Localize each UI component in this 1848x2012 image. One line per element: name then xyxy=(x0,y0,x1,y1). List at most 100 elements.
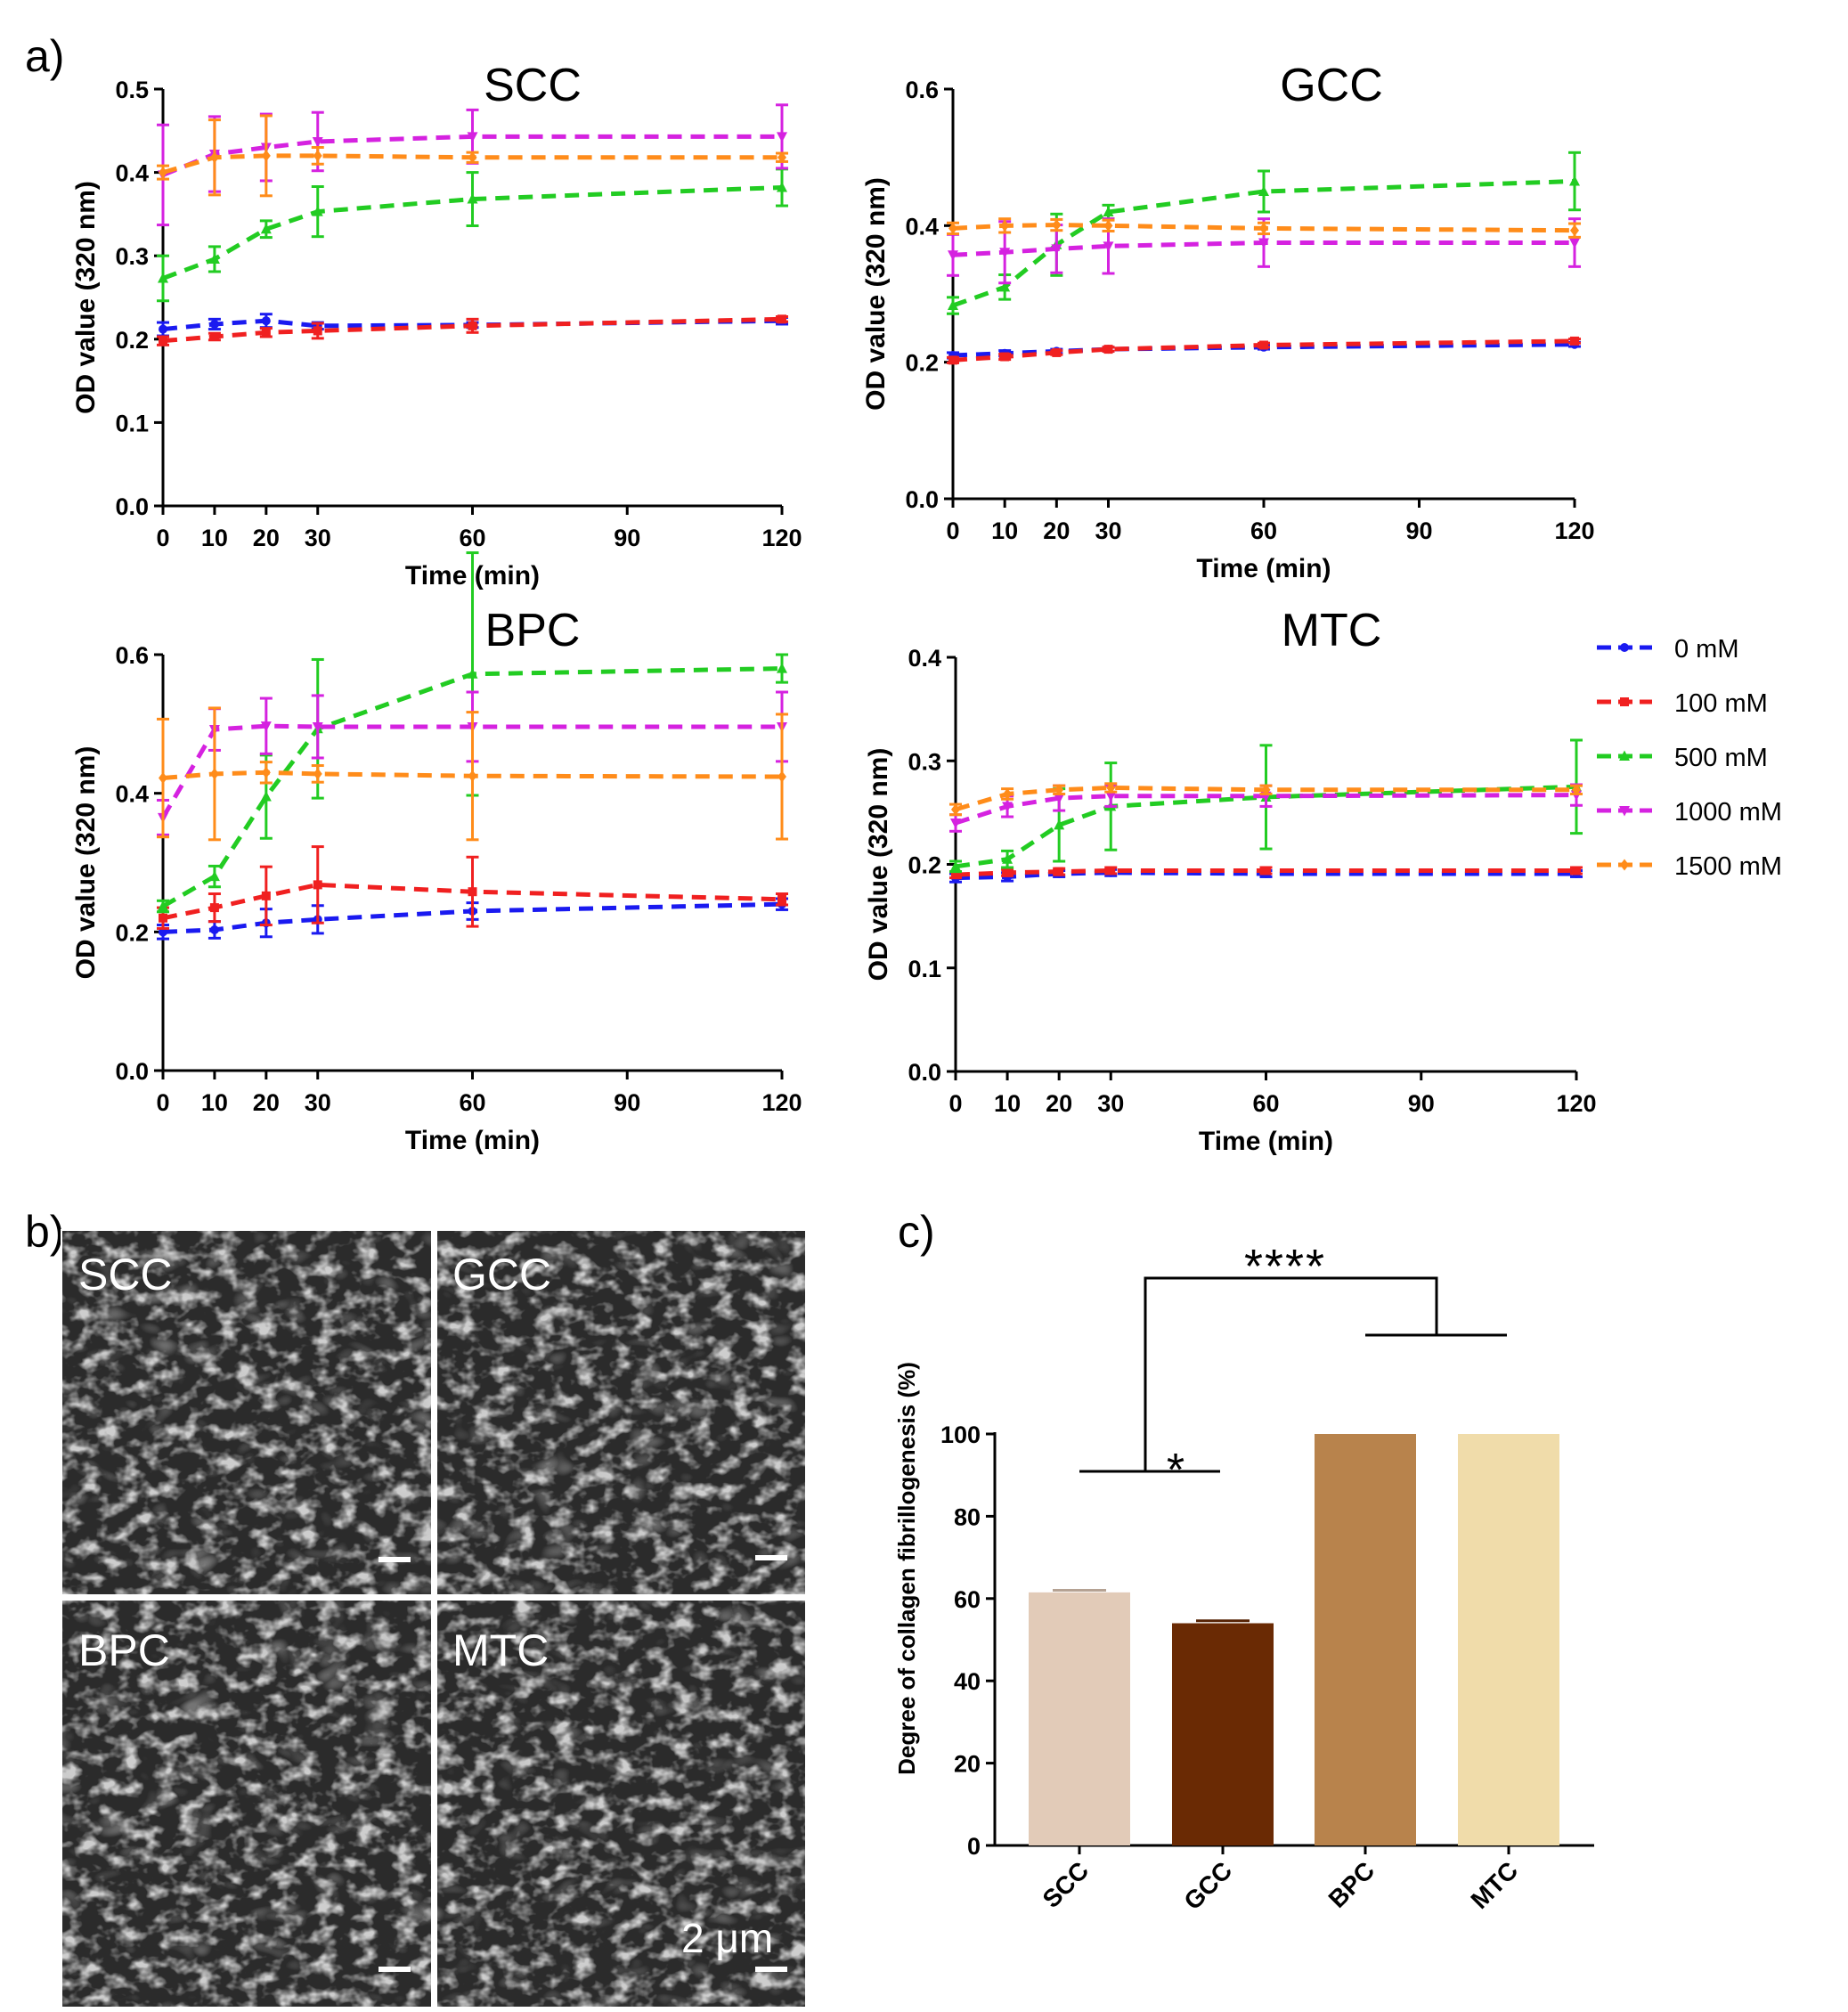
data-point xyxy=(1258,185,1269,196)
data-point xyxy=(260,721,272,732)
data-point xyxy=(777,314,786,324)
x-tick-label: 30 xyxy=(305,1089,331,1116)
data-point xyxy=(261,328,271,338)
data-point xyxy=(261,766,271,778)
x-tick-label: 10 xyxy=(201,525,228,551)
data-point xyxy=(209,925,219,934)
data-point xyxy=(159,167,167,179)
data-point xyxy=(1259,222,1268,234)
y-tick-label: 0.6 xyxy=(115,642,149,669)
data-point xyxy=(467,132,478,143)
legend-label: 0 mM xyxy=(1674,635,1739,664)
series-1500-mm xyxy=(157,114,788,198)
sem-image-gcc: GCC xyxy=(437,1231,805,1594)
y-tick-label: 0.4 xyxy=(115,781,149,808)
x-tick-label: 60 xyxy=(1252,1090,1279,1117)
data-point xyxy=(1569,175,1580,186)
legend-marker xyxy=(1620,697,1629,706)
panel-label-b: b) xyxy=(25,1207,64,1257)
x-tick-label: 0 xyxy=(946,517,959,544)
bar-scc xyxy=(1029,1592,1130,1845)
x-tick-label: 0 xyxy=(156,1089,169,1116)
y-tick-label: 0.0 xyxy=(905,486,939,513)
data-point xyxy=(1570,336,1579,346)
y-tick-label: 0.6 xyxy=(905,77,939,103)
x-tick-label: 120 xyxy=(1554,517,1594,544)
data-point xyxy=(1000,352,1010,362)
scale-bar-bpc xyxy=(379,1967,411,1972)
data-point xyxy=(1051,244,1062,255)
data-point xyxy=(209,768,219,780)
x-axis-title: Time (min) xyxy=(1196,554,1331,583)
data-point xyxy=(1000,219,1010,232)
legend-marker xyxy=(1620,859,1629,871)
y-tick-label: 0.0 xyxy=(115,1058,149,1085)
x-tick-label: 90 xyxy=(614,525,640,551)
sem-image-mtc: MTC 2 μm xyxy=(437,1601,805,2007)
series-100-mm xyxy=(947,336,1581,365)
legend-marker xyxy=(1619,806,1630,817)
data-point xyxy=(261,316,271,326)
legend-item: 1000 mM xyxy=(1597,798,1782,827)
data-point xyxy=(468,770,477,782)
x-tick-label: 30 xyxy=(305,525,331,551)
y-tick-label: 0.2 xyxy=(115,327,149,354)
x-tick-label: 60 xyxy=(459,525,485,551)
chart-title: MTC xyxy=(1282,605,1382,656)
data-point xyxy=(209,903,219,913)
data-point xyxy=(1572,866,1581,876)
series-100-mm xyxy=(157,845,788,930)
legend-item: 1500 mM xyxy=(1597,852,1782,881)
data-point xyxy=(777,181,787,192)
y-axis-title: OD value (320 nm) xyxy=(861,177,891,411)
x-tick-label: 0 xyxy=(156,525,169,551)
data-point xyxy=(1054,784,1064,796)
legend-marker xyxy=(1620,643,1629,652)
bar-chart-fibrillogenesis: 0 20 40 60 80 100 Degree of collagen fibrillog… xyxy=(893,1240,1594,1915)
data-point xyxy=(777,894,786,904)
x-tick-label: 30 xyxy=(1095,517,1121,544)
data-point xyxy=(209,319,219,329)
data-point xyxy=(260,223,272,234)
legend-item: 0 mM xyxy=(1597,635,1739,664)
sem-image-bpc: BPC xyxy=(62,1601,431,2007)
chart-title: GCC xyxy=(1280,60,1383,111)
series-line xyxy=(162,318,783,332)
data-point xyxy=(208,253,220,264)
bar-mtc xyxy=(1458,1434,1559,1845)
scale-bar-label: 2 μm xyxy=(681,1915,773,1961)
data-point xyxy=(1054,794,1065,804)
scale-bar-gcc xyxy=(755,1555,787,1560)
data-point xyxy=(1103,345,1113,354)
legend-item: 500 mM xyxy=(1597,744,1768,772)
scale-bar-mtc xyxy=(755,1967,787,1972)
data-point xyxy=(948,222,957,234)
data-point xyxy=(313,326,322,336)
series-line xyxy=(162,901,783,934)
data-point xyxy=(999,281,1011,292)
legend-label: 100 mM xyxy=(1674,689,1768,718)
y-tick-label: 100 xyxy=(940,1421,981,1448)
chart-title: BPC xyxy=(485,605,581,656)
data-point xyxy=(777,151,786,164)
y-axis-title: OD value (320 nm) xyxy=(71,181,101,414)
x-tick-label: 20 xyxy=(1046,1090,1072,1117)
data-point xyxy=(1052,347,1062,357)
x-tick-label: 20 xyxy=(1043,517,1070,544)
y-tick-label: 0.0 xyxy=(908,1059,941,1086)
series-line xyxy=(952,179,1575,308)
data-point xyxy=(948,299,958,311)
y-tick-label: 0.5 xyxy=(115,77,149,103)
x-tick-label: 10 xyxy=(994,1090,1021,1117)
data-point xyxy=(1103,206,1114,216)
data-point xyxy=(1569,238,1580,248)
data-point xyxy=(950,860,961,871)
x-axis-title: Time (min) xyxy=(405,1126,540,1155)
x-tick-label: 120 xyxy=(1556,1090,1596,1117)
data-point xyxy=(1003,787,1013,800)
data-point xyxy=(1261,784,1271,796)
y-axis-title: OD value (320 nm) xyxy=(71,746,101,980)
panel-label-a: a) xyxy=(25,31,64,81)
series-line xyxy=(952,240,1575,257)
